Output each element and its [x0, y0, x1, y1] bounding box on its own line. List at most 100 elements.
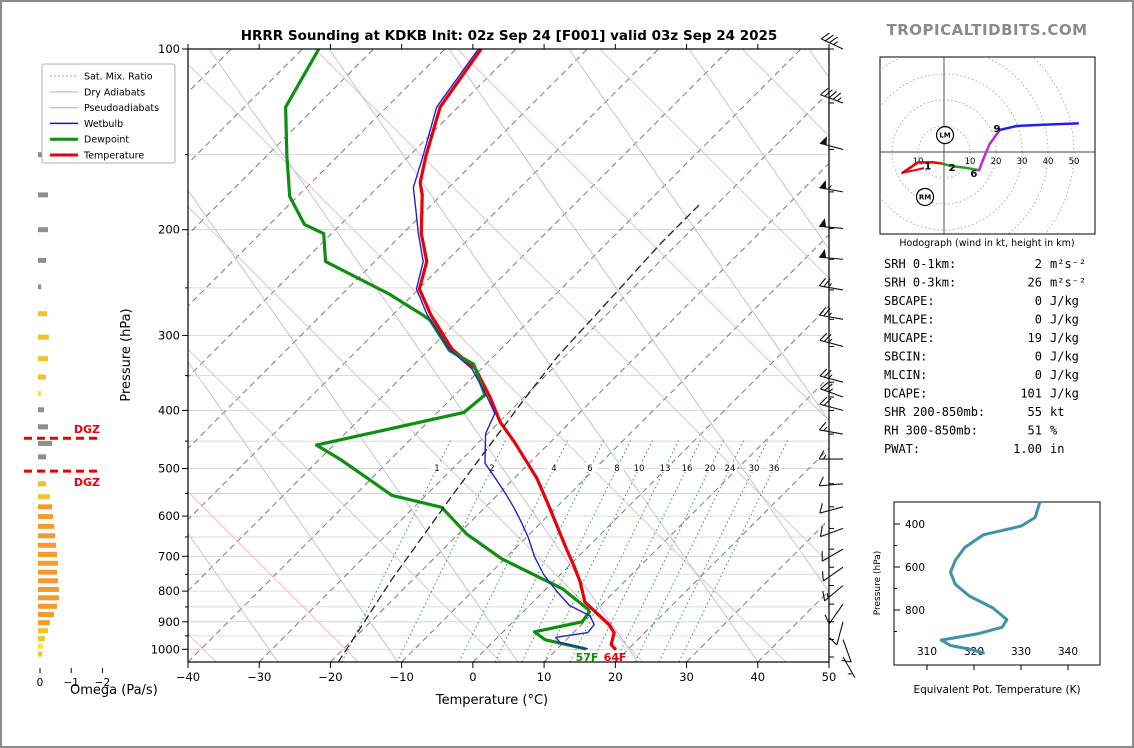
wind-barb	[819, 396, 844, 411]
dry-adiabat-line	[188, 206, 644, 662]
isotherm-line	[543, 376, 829, 662]
barb-staff	[841, 639, 852, 663]
mixing-ratio-label: 10	[634, 464, 645, 474]
legend-label: Dry Adiabats	[84, 87, 145, 98]
isotherm-line	[188, 49, 659, 521]
dry-adiabat-line	[314, 49, 829, 564]
temp-tick-label: 50	[822, 670, 837, 684]
stat-unit: J/kg	[1050, 387, 1079, 401]
isotherm-line	[258, 91, 829, 662]
dewpoint-curve	[284, 49, 591, 651]
barb-staff	[819, 396, 844, 411]
dry-adiabat-line	[188, 490, 359, 662]
barb-staff	[820, 381, 844, 398]
omega-tick-label: −2	[95, 677, 110, 689]
barb-flag	[819, 218, 827, 227]
wind-barb	[819, 218, 844, 229]
theta-e-ylabel: Pressure (hPa)	[873, 551, 883, 616]
temp-tick-label: −30	[247, 670, 271, 684]
omega-bar	[38, 569, 58, 575]
wind-barb	[820, 32, 844, 50]
wind-barb	[829, 621, 844, 646]
stat-label: MLCIN:	[884, 368, 927, 382]
hodograph-height-label: 6	[970, 169, 977, 180]
surface-temperature-label: 64F	[604, 651, 627, 664]
mixing-ratio-label: 6	[587, 464, 592, 474]
pressure-tick-label: 300	[158, 328, 180, 342]
omega-bar	[38, 440, 53, 446]
surface-dewpoint-label: 57F	[576, 651, 599, 664]
wind-barb	[824, 603, 844, 625]
wind-barb	[819, 136, 844, 150]
barb-staff	[819, 142, 844, 150]
isotherm-line	[188, 49, 517, 378]
wind-barb	[818, 421, 844, 435]
omega-bar	[38, 424, 48, 430]
theta-e-p-tick-label: 600	[905, 562, 925, 574]
theta-e-x-tick-label: 310	[917, 646, 937, 658]
wind-barb	[820, 87, 844, 104]
wind-barb	[841, 639, 852, 663]
mixing-ratio-line	[591, 438, 702, 662]
isotherm-line	[188, 49, 588, 450]
mixing-ratio-label: 20	[705, 464, 716, 474]
omega-bar	[38, 374, 47, 380]
mixing-ratio-label-bg	[430, 463, 444, 472]
isotherm-line	[188, 49, 375, 236]
pseudoadiabat-line	[188, 189, 519, 662]
dgz-markers	[24, 436, 100, 473]
stat-unit: J/kg	[1050, 331, 1079, 345]
isotherm-line	[2, 49, 18, 662]
omega-bar	[38, 611, 54, 617]
theta-e-curve-group	[939, 502, 1042, 655]
barb-staff	[829, 621, 844, 646]
pseudoadiabat-line	[448, 49, 829, 593]
omega-bar	[38, 284, 42, 290]
barb-staff	[818, 277, 844, 291]
wind-barb	[819, 248, 844, 260]
stat-value: 1.00	[1013, 442, 1042, 456]
barb-flag	[819, 248, 827, 258]
wind-barb	[819, 503, 844, 514]
hodograph-ring-label: 30	[1017, 157, 1028, 167]
stat-unit: in	[1050, 442, 1064, 456]
omega-panel: 0 −1 −2	[37, 152, 110, 689]
mixing-ratio-line	[494, 438, 605, 662]
omega-bar	[38, 407, 44, 413]
hodograph-trace-segment	[901, 167, 925, 174]
barb-staff	[819, 503, 844, 514]
legend-box: Sat. Mix. Ratio Dry Adiabats Pseudoadiabat…	[41, 63, 176, 164]
temp-tick-label: −10	[390, 670, 414, 684]
wind-barb	[820, 381, 844, 398]
stat-label: SBCIN:	[884, 350, 927, 364]
temp-tick-label: 30	[679, 670, 694, 684]
stat-unit: %	[1050, 424, 1058, 438]
omega-bar	[38, 533, 56, 539]
pseudoadiabat-line	[568, 49, 829, 422]
omega-bar	[38, 636, 45, 642]
storm-motion-label: RM	[919, 193, 931, 201]
legend-label: Pseudoadiabats	[84, 103, 159, 114]
hodograph-trace-segment	[977, 128, 1002, 172]
mixing-ratio-label-bg	[632, 463, 646, 472]
mixing-ratio-label: 8	[614, 464, 619, 474]
stat-unit: m²s⁻²	[1050, 257, 1086, 271]
barb-flag	[819, 180, 827, 189]
temp-tick-label: −20	[318, 670, 342, 684]
wind-barb	[822, 585, 844, 602]
mixing-ratio-label-bg	[767, 463, 781, 472]
pseudoadiabat-line	[188, 361, 399, 662]
stat-label: RH 300-850mb:	[884, 424, 978, 438]
stat-unit: J/kg	[1050, 294, 1079, 308]
pressure-tick-label: 700	[158, 549, 180, 563]
dry-adiabat-line	[188, 348, 502, 662]
omega-bar	[38, 523, 55, 529]
wind-barb	[819, 332, 844, 347]
omega-bar	[38, 481, 47, 487]
hodograph-height-label: 2	[949, 163, 956, 174]
omega-bar	[38, 595, 59, 601]
omega-bar	[38, 504, 53, 510]
